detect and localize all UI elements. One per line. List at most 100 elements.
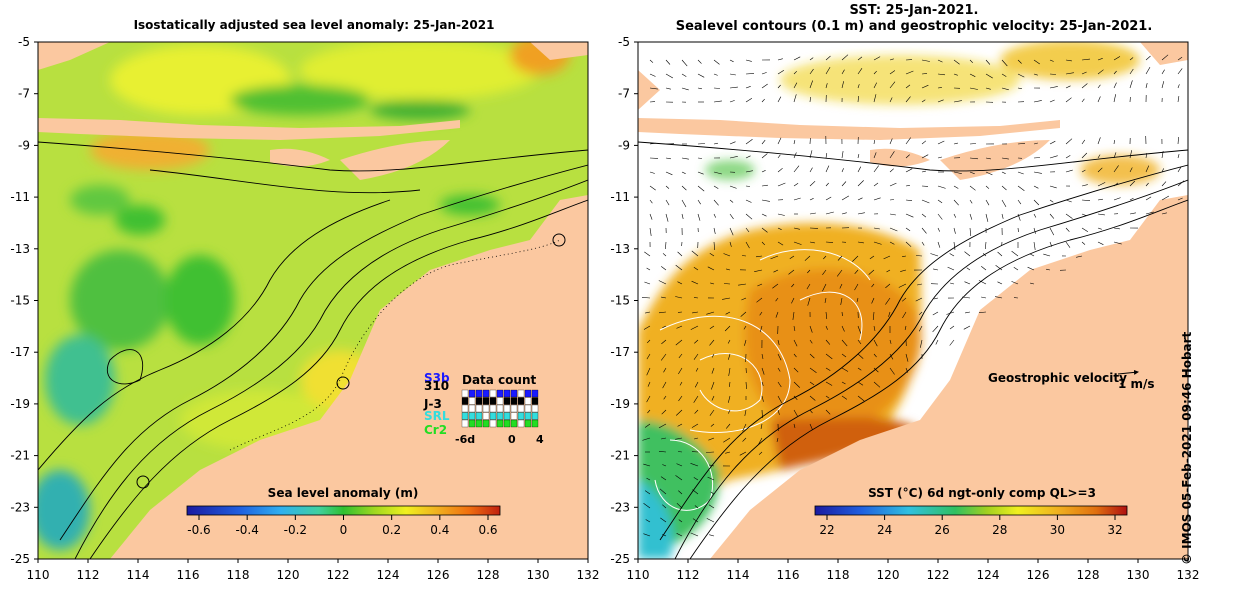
- velocity-vector: [1081, 213, 1087, 217]
- velocity-vector: [953, 213, 957, 218]
- velocity-vector: [809, 339, 813, 344]
- credit-text: © IMOS 05-Feb-2021 09:46 Hobart: [1180, 331, 1194, 565]
- velocity-vector: [917, 283, 923, 286]
- lon-tick-label: 126: [1027, 568, 1050, 582]
- velocity-vector: [1161, 195, 1170, 201]
- velocity-vector: [729, 156, 738, 159]
- velocity-vector: [902, 311, 907, 319]
- velocity-vector: [1081, 152, 1088, 159]
- sst-colorbar-label: SST (°C) 6d ngt-only comp QL>=3: [868, 486, 1096, 500]
- velocity-vector: [729, 100, 735, 103]
- velocity-vector: [854, 269, 859, 274]
- lon-tick-label: 122: [927, 568, 950, 582]
- velocity-vector: [1013, 267, 1019, 271]
- velocity-vector: [1001, 157, 1009, 160]
- velocity-vector: [697, 171, 704, 175]
- data-count-cell: [503, 389, 511, 398]
- velocity-vector: [793, 409, 798, 417]
- velocity-vector: [740, 311, 747, 317]
- velocity-vector: [709, 339, 715, 346]
- velocity-vector: [1049, 185, 1057, 189]
- velocity-vector: [915, 297, 923, 302]
- lon-tick-label: 132: [1177, 568, 1200, 582]
- velocity-vector: [982, 253, 987, 257]
- velocity-vector: [649, 171, 655, 174]
- velocity-vector: [665, 185, 670, 189]
- velocity-vector: [745, 213, 753, 220]
- velocity-vector: [921, 99, 926, 103]
- velocity-vector: [793, 241, 802, 245]
- velocity-vector: [693, 266, 699, 271]
- velocity-vector: [1046, 268, 1051, 271]
- sat-label-s3b: S3b: [424, 371, 450, 385]
- velocity-vector: [804, 255, 811, 261]
- velocity-vector: [1049, 99, 1055, 103]
- velocity-vector: [873, 381, 881, 388]
- velocity-vector: [694, 381, 699, 388]
- velocity-vector: [825, 353, 833, 360]
- right-map-title-line1: SST: 25-Jan-2021.: [849, 3, 979, 18]
- velocity-vector: [793, 423, 796, 428]
- velocity-vector: [995, 296, 1003, 299]
- lon-tick-label: 118: [227, 568, 250, 582]
- velocity-vector: [759, 311, 763, 316]
- velocity-vector: [729, 227, 734, 236]
- velocity-vector: [937, 99, 944, 103]
- velocity-vector: [868, 269, 875, 275]
- velocity-vector: [1161, 181, 1167, 187]
- lat-tick-label: -11: [610, 190, 630, 204]
- velocity-vector: [691, 423, 699, 428]
- velocity-vector: [761, 83, 768, 89]
- velocity-vector: [665, 171, 673, 176]
- velocity-vector: [937, 87, 942, 89]
- sla-colorbar-ticks: -0.6 -0.4 -0.2 0 0.2 0.4 0.6: [187, 515, 498, 537]
- velocity-vector: [697, 59, 702, 64]
- velocity-vector: [841, 381, 846, 385]
- velocity-vector: [1033, 142, 1038, 145]
- velocity-vector: [1081, 98, 1085, 103]
- velocity-vector: [889, 353, 894, 360]
- lat-tick-label: -9: [18, 138, 30, 152]
- velocity-vector: [873, 241, 882, 245]
- velocity-vector: [873, 70, 877, 75]
- velocity-vector: [1033, 157, 1041, 159]
- velocity-vector: [723, 437, 731, 443]
- velocity-vector: [676, 325, 683, 329]
- velocity-vector: [745, 227, 750, 233]
- velocity-vector: [646, 353, 651, 360]
- velocity-vector: [729, 199, 734, 203]
- velocity-vector: [1161, 212, 1167, 215]
- data-count-cell: [468, 419, 476, 428]
- velocity-vector: [793, 56, 801, 61]
- data-count-cell: [496, 412, 504, 420]
- colorbar-tick-label: 26: [935, 523, 950, 537]
- velocity-vector: [649, 227, 652, 236]
- lat-tick-label: -21: [10, 449, 30, 463]
- colorbar-tick-label: -0.2: [284, 523, 307, 537]
- velocity-vector: [918, 325, 923, 332]
- velocity-vector: [841, 353, 847, 358]
- velocity-vector: [725, 451, 731, 454]
- velocity-vector: [1113, 241, 1122, 245]
- velocity-vector: [905, 70, 914, 75]
- velocity-vector: [1065, 227, 1070, 232]
- velocity-vector: [898, 283, 907, 288]
- velocity-vector: [857, 212, 865, 215]
- velocity-vector: [756, 297, 763, 303]
- velocity-vector: [1033, 100, 1042, 103]
- velocity-vector: [1177, 180, 1185, 187]
- velocity-vector: [1081, 199, 1091, 201]
- velocity-vector: [770, 255, 779, 260]
- velocity-vector: [985, 157, 991, 160]
- velocity-vector: [710, 423, 715, 427]
- velocity-vector: [949, 253, 955, 257]
- velocity-vector: [793, 353, 797, 358]
- velocity-vector: [692, 518, 699, 523]
- velocity-vector: [760, 325, 763, 332]
- sulawesi-coast: [1140, 42, 1188, 65]
- velocity-vector: [921, 241, 925, 246]
- lat-tick-label: -7: [18, 87, 30, 101]
- velocity-vector: [932, 311, 939, 316]
- velocity-vector: [777, 182, 786, 187]
- lon-tick-label: 130: [527, 568, 550, 582]
